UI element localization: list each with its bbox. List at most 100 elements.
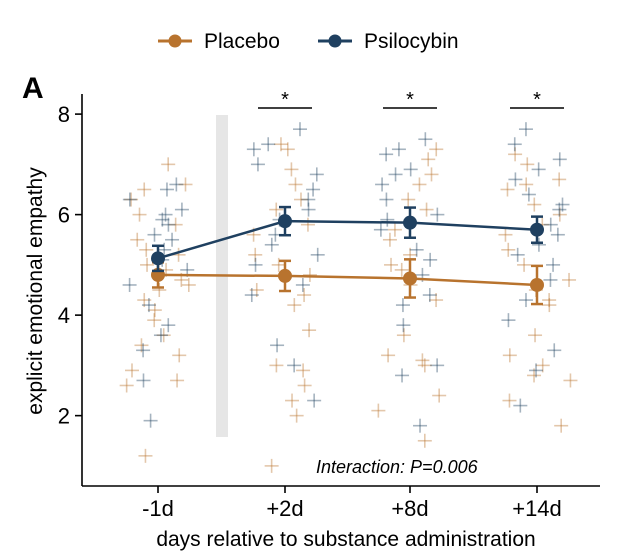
individual-point-placebo [287,298,302,313]
mean-point-psilocybin [278,214,292,229]
individual-point-placebo [517,257,532,272]
mean-point-psilocybin [530,222,544,237]
individual-point-placebo [502,393,517,408]
individual-point-placebo [554,418,569,433]
individual-point-placebo [284,162,299,177]
individual-point-placebo [502,348,517,363]
individual-point-placebo [138,448,153,463]
individual-point-psilocybin [379,147,394,162]
individual-point-placebo [563,373,578,388]
individual-point-placebo [248,247,263,262]
individual-point-psilocybin [158,207,173,222]
mean-point-placebo [278,268,292,283]
individual-point-placebo [297,378,312,393]
individual-point-psilocybin [550,227,565,242]
individual-point-placebo [519,177,534,192]
individual-point-placebo [293,192,308,207]
individual-point-psilocybin [529,363,544,378]
individual-point-psilocybin [136,373,151,388]
y-axis-title: explicit emotional empathy [24,167,47,415]
y-tick-label: 6 [58,203,70,228]
individual-point-placebo [508,147,523,162]
series-layer [151,205,544,306]
individual-point-psilocybin [248,257,263,272]
individual-point-placebo [415,353,430,368]
individual-point-psilocybin [510,247,525,262]
individual-point-placebo [269,358,284,373]
individual-point-psilocybin [501,313,516,328]
significance-layer: * * * [258,89,564,111]
individual-point-placebo [119,378,134,393]
individual-point-psilocybin [292,122,307,137]
individual-point-psilocybin [307,393,322,408]
individual-point-psilocybin [169,177,184,192]
y-tick-label: 2 [58,404,70,429]
individual-point-placebo [419,202,434,217]
individual-point-psilocybin [287,358,302,373]
individual-point-psilocybin [543,217,558,232]
individual-point-psilocybin [174,202,189,217]
legend-label-psilocybin: Psilocybin [364,30,459,53]
individual-point-placebo [152,283,167,297]
x-tick-label: +14d [512,496,562,521]
x-tick-label: +2d [266,496,303,521]
significance-star: * [281,89,289,111]
individual-point-placebo [552,207,567,222]
interaction-annotation: Interaction: P=0.006 [316,457,479,477]
individual-point-placebo [134,338,149,353]
individual-point-psilocybin [430,207,445,222]
individual-point-psilocybin [391,142,406,157]
individual-point-placebo [139,242,154,257]
individual-points [119,122,578,473]
individual-point-psilocybin [244,288,259,303]
individual-point-psilocybin [513,398,528,413]
individual-point-placebo [249,283,264,297]
panel-label: A [22,72,44,105]
individual-point-psilocybin [250,157,265,172]
significance-star: * [533,89,541,111]
individual-point-psilocybin [430,358,445,373]
x-tick-label: +8d [391,496,428,521]
individual-point-psilocybin [375,177,390,192]
individual-point-psilocybin [546,257,561,272]
individual-point-placebo [280,142,295,157]
individual-point-psilocybin [521,187,536,202]
individual-point-placebo [156,328,171,343]
individual-point-psilocybin [301,202,316,217]
individual-point-psilocybin [380,212,395,227]
individual-point-psilocybin [295,277,310,292]
individual-point-placebo [130,232,145,247]
individual-point-placebo [429,142,444,157]
individual-point-placebo [132,207,147,222]
individual-point-placebo [421,152,436,167]
individual-point-placebo [147,303,162,318]
individual-point-psilocybin [423,252,438,267]
individual-point-placebo [417,433,432,448]
individual-point-psilocybin [555,197,570,212]
individual-point-placebo [172,348,187,363]
individual-point-psilocybin [395,368,410,383]
individual-point-placebo [396,328,411,343]
individual-point-placebo [302,323,317,338]
individual-point-placebo [271,257,286,272]
individual-point-placebo [394,262,409,277]
individual-point-psilocybin [122,277,137,292]
significance-star: * [406,89,414,111]
individual-point-placebo [384,257,399,272]
individual-point-placebo [382,232,397,247]
individual-point-psilocybin [141,298,156,313]
individual-point-psilocybin [147,227,162,242]
individual-point-placebo [178,177,193,192]
individual-point-psilocybin [413,418,428,433]
individual-point-placebo [501,242,516,257]
individual-point-placebo [424,167,439,182]
individual-point-psilocybin [507,137,522,152]
legend-marker-placebo [168,34,182,48]
individual-point-placebo [289,408,304,423]
individual-point-psilocybin [306,182,321,197]
individual-point-placebo [387,222,402,237]
individual-point-psilocybin [373,222,388,237]
y-tick-label: 4 [58,303,70,328]
mean-point-psilocybin [403,215,417,230]
axes: 2 4 6 8 -1d +2d +8d +14d [58,94,600,521]
